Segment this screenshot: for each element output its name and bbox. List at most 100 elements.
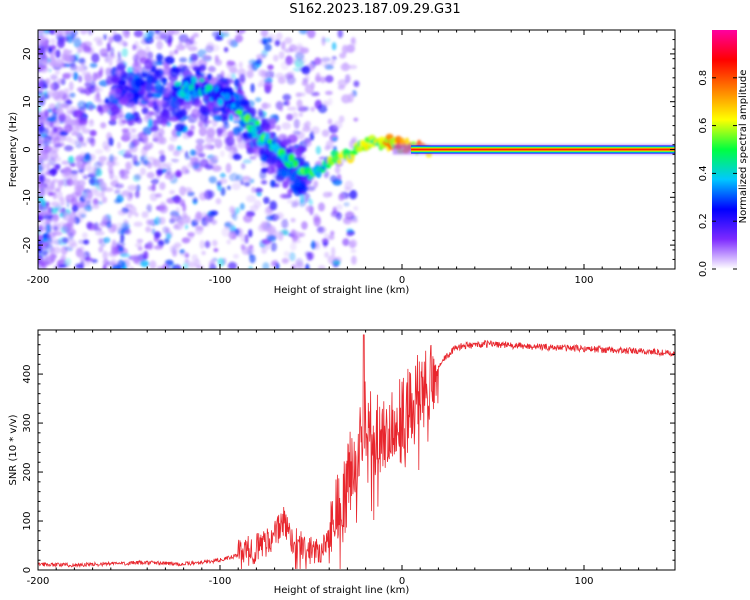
heatmap-cell — [186, 130, 194, 137]
heatmap-cell — [73, 71, 79, 81]
heatmap-cell — [119, 97, 129, 103]
heatmap-cell — [261, 167, 268, 173]
heatmap-cell — [69, 162, 77, 167]
heatmap-cell — [220, 150, 225, 158]
heatmap-cell — [209, 108, 217, 117]
heatmap-cell — [290, 217, 296, 223]
heatmap-cell — [266, 234, 277, 242]
heatmap-cell — [351, 150, 358, 155]
heatmap-cell — [273, 54, 279, 62]
heatmap-cell — [43, 83, 49, 90]
heatmap-cell — [246, 194, 256, 203]
heatmap-cell — [256, 58, 263, 65]
heatmap-cell — [171, 106, 182, 117]
heatmap-cell — [172, 150, 181, 157]
heatmap-cell — [99, 182, 107, 191]
heatmap-cell — [45, 78, 51, 85]
heatmap-cell — [332, 260, 341, 265]
heatmap-cell — [219, 178, 228, 184]
heatmap-cell — [84, 74, 93, 83]
heatmap-cell — [47, 234, 52, 243]
heatmap-cell — [158, 163, 168, 169]
heatmap-cell — [147, 101, 154, 108]
heatmap-cell — [56, 108, 64, 115]
heatmap-cell — [108, 36, 114, 44]
heatmap-cell — [79, 252, 86, 262]
heatmap-cell — [260, 149, 267, 156]
heatmap-cell — [108, 251, 119, 258]
heatmap-cell — [331, 137, 338, 142]
heatmap-cell — [313, 216, 321, 227]
colorbar: 0.0 0.2 0.4 0.6 0.8 Normalized spectral ampli… — [698, 30, 749, 277]
heatmap-cell — [163, 66, 172, 76]
heatmap-cell — [310, 91, 320, 97]
heatmap-cell — [125, 161, 132, 171]
heatmap-cell — [194, 214, 203, 223]
heatmap-cell — [127, 184, 137, 191]
y-tick-label: 20 — [22, 48, 33, 61]
heatmap-cell — [54, 70, 61, 75]
heatmap-cell — [147, 161, 153, 169]
heatmap-cell — [394, 135, 403, 144]
heatmap-cell — [294, 198, 299, 207]
heatmap-cell — [77, 201, 85, 209]
heatmap-cell — [183, 187, 193, 193]
heatmap-cell — [286, 113, 294, 121]
heatmap-cell — [199, 240, 205, 250]
heatmap-cell — [314, 57, 322, 66]
heatmap-cell — [61, 167, 68, 178]
heatmap-cell — [147, 240, 154, 250]
heatmap-cell — [62, 211, 70, 221]
heatmap-cell — [323, 170, 330, 178]
heatmap-cell — [301, 65, 311, 75]
heatmap-cell — [49, 38, 57, 45]
heatmap-cell — [246, 70, 254, 79]
colorbar-label: Normalized spectral amplitude — [738, 70, 749, 224]
heatmap-cell — [115, 183, 124, 189]
heatmap-cell — [181, 237, 191, 244]
heatmap-cell — [187, 191, 195, 197]
heatmap-cell — [214, 55, 219, 63]
heatmap-cell — [334, 165, 341, 174]
heatmap-cell — [295, 261, 304, 269]
heatmap-cell — [151, 159, 157, 166]
heatmap-cell — [188, 46, 198, 52]
heatmap-cell — [286, 162, 292, 169]
heatmap-cell — [225, 163, 232, 173]
heatmap-cell — [165, 115, 171, 124]
heatmap-cell — [52, 82, 57, 90]
heatmap-cell — [146, 171, 155, 179]
heatmap-cell — [223, 30, 229, 37]
heatmap-cell — [214, 36, 224, 41]
heatmap-cell — [47, 90, 54, 98]
heatmap-cell — [104, 53, 110, 63]
heatmap-cell — [295, 148, 303, 158]
heatmap-cell — [187, 162, 195, 169]
heatmap-cell — [121, 128, 129, 133]
heatmap-cell — [167, 144, 175, 152]
heatmap-cell — [89, 129, 97, 137]
heatmap-cell — [135, 184, 141, 192]
heatmap-cell — [56, 102, 64, 111]
heatmap-cell — [49, 44, 57, 50]
heatmap-cell — [292, 130, 301, 135]
heatmap-cell — [82, 45, 92, 53]
heatmap-cell — [337, 79, 348, 87]
heatmap-cell — [114, 198, 121, 204]
heatmap-cell — [38, 166, 44, 171]
heatmap-cell — [68, 81, 74, 92]
heatmap-cell — [254, 187, 263, 193]
heatmap-cell — [63, 49, 73, 55]
heatmap-cell — [50, 246, 55, 256]
heatmap-cell — [59, 196, 65, 207]
heatmap-cell — [275, 125, 281, 131]
heatmap-cell — [38, 115, 46, 123]
heatmap-cell — [87, 166, 97, 175]
heatmap-cell — [158, 76, 167, 83]
colorbar-tick-label: 0.8 — [698, 70, 709, 86]
heatmap-cell — [248, 229, 253, 238]
y-axis-label: SNR (10 * v/v) — [8, 414, 19, 485]
heatmap-cell — [284, 37, 293, 45]
heatmap-cell — [41, 199, 47, 207]
